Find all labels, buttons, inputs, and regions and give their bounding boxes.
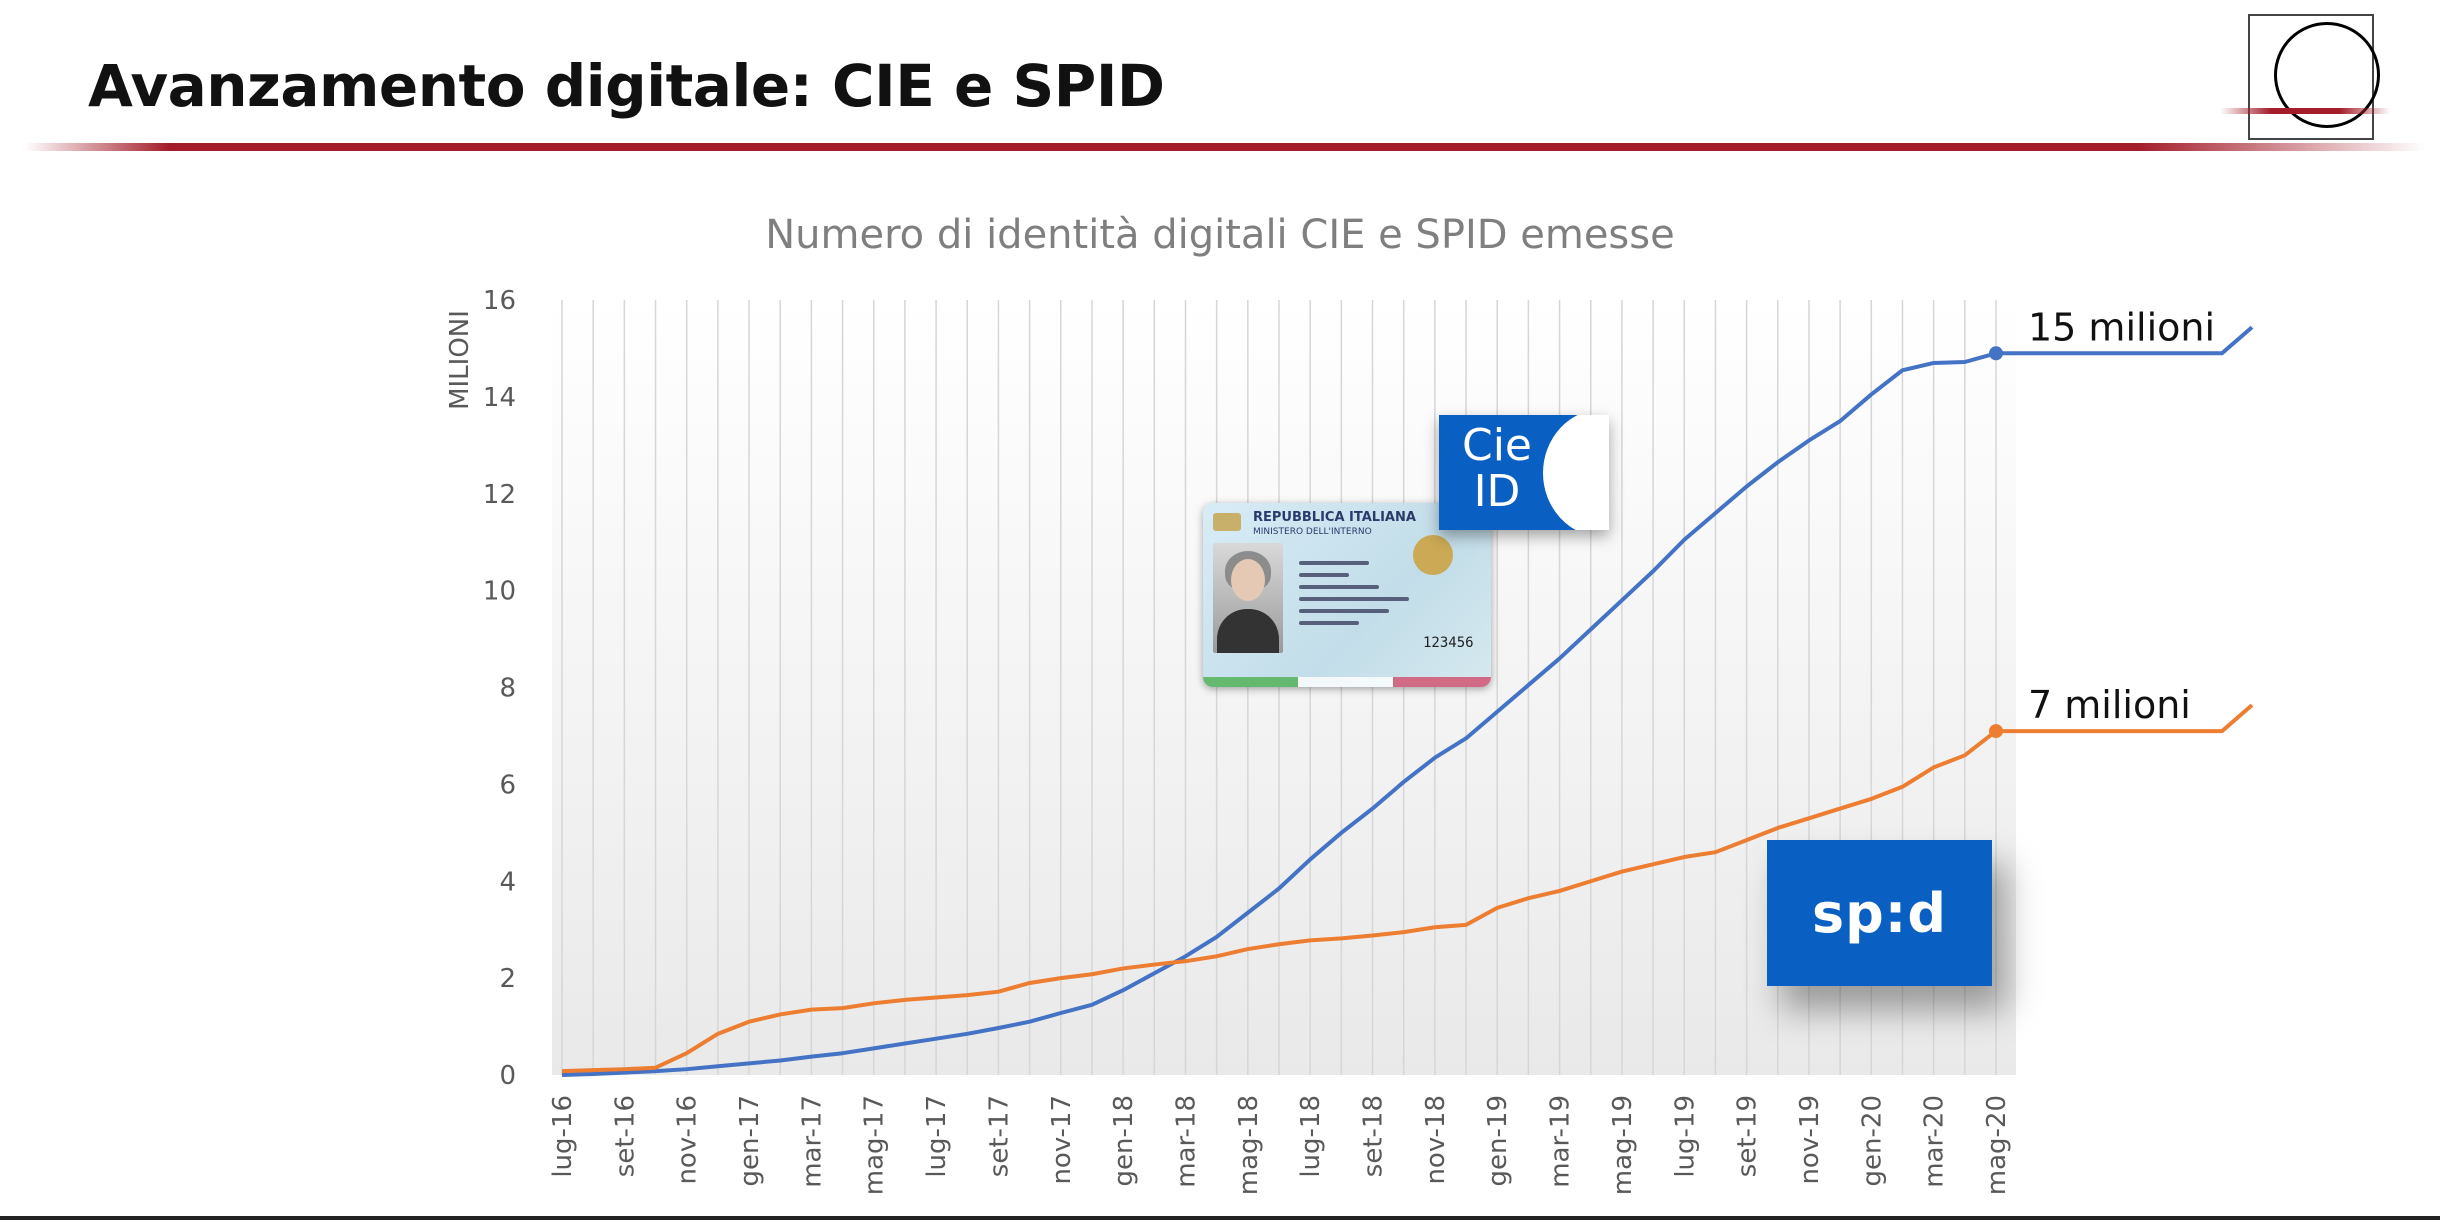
x-tick-label: nov-18	[1421, 1095, 1451, 1185]
card-text-line	[1299, 621, 1359, 625]
x-tick-label: lug-17	[922, 1095, 952, 1178]
y-tick-label: 14	[483, 383, 516, 413]
cie-logo-text: Cie ID	[1459, 423, 1535, 515]
y-tick-label: 4	[499, 867, 516, 897]
company-logo	[2220, 14, 2390, 140]
y-tick-label: 0	[499, 1061, 516, 1091]
series-end-marker	[1989, 724, 2003, 739]
series-end-marker	[1989, 346, 2003, 361]
x-tick-label: gen-18	[1109, 1095, 1139, 1186]
spid-logo: sp:d	[1767, 840, 1992, 986]
profile-silhouette-icon	[1543, 415, 1609, 530]
flag-stripe	[1203, 677, 1491, 687]
x-tick-label: nov-17	[1047, 1095, 1077, 1185]
x-tick-label: mag-17	[860, 1095, 890, 1195]
card-text-line	[1299, 609, 1389, 613]
x-tick-label: lug-16	[548, 1095, 578, 1178]
y-tick-label: 12	[483, 480, 516, 510]
x-tick-label: gen-17	[735, 1095, 765, 1186]
cie-logo-line1: Cie	[1461, 420, 1533, 471]
spid-logo-text: sp:d	[1811, 881, 1948, 945]
x-tick-label: mar-18	[1171, 1095, 1201, 1188]
chart-title: Numero di identità digitali CIE e SPID e…	[765, 212, 1675, 258]
card-text-line	[1299, 585, 1379, 589]
chip-icon	[1213, 513, 1241, 531]
card-number: 123456	[1423, 635, 1474, 651]
x-tick-label: mar-20	[1920, 1095, 1950, 1188]
card-text-line	[1299, 573, 1349, 577]
x-tick-label: mar-17	[797, 1095, 827, 1188]
x-tick-label: set-19	[1733, 1095, 1763, 1177]
title-underline	[25, 143, 2425, 151]
y-axis-label: MILIONI	[445, 310, 475, 410]
x-tick-label: set-18	[1359, 1095, 1389, 1177]
x-tick-label: mag-20	[1982, 1095, 2012, 1195]
x-tick-label: set-16	[610, 1095, 640, 1177]
slide-title: Avanzamento digitale: CIE e SPID	[88, 52, 1165, 120]
portrait-icon	[1213, 543, 1283, 653]
x-tick-label: mar-19	[1546, 1095, 1576, 1188]
x-tick-label: nov-16	[673, 1095, 703, 1185]
series-extension-spid	[1996, 703, 2254, 734]
footer-line	[0, 1216, 2440, 1220]
series-layer: 15 milioni 7 milioni	[561, 305, 2254, 1077]
x-tick-label: lug-19	[1670, 1095, 1700, 1178]
x-axis: lug-16 set-16 nov-16 gen-17 mar-17 mag-17 lug-…	[548, 1095, 2012, 1195]
series-line-spid	[561, 729, 1998, 1074]
series-annotation: 15 milioni	[2028, 305, 2215, 349]
card-subheader: MINISTERO DELL'INTERNO	[1253, 527, 1372, 537]
x-tick-label: mag-19	[1608, 1095, 1638, 1195]
hologram-icon	[1413, 535, 1453, 575]
card-header: REPUBBLICA ITALIANA MINISTERO DELL'INTER…	[1253, 511, 1416, 539]
y-tick-label: 8	[499, 674, 516, 704]
logo-bar-icon	[2220, 108, 2390, 114]
cie-id-logo: Cie ID	[1439, 415, 1609, 530]
y-tick-label: 6	[499, 770, 516, 800]
y-axis: 0 2 4 6 8 10 12 14 16	[483, 286, 516, 1091]
logo-circle-icon	[2274, 22, 2380, 128]
card-text-line	[1299, 597, 1409, 601]
x-tick-label: lug-18	[1296, 1095, 1326, 1178]
x-tick-label: set-17	[984, 1095, 1014, 1177]
id-card-image: REPUBBLICA ITALIANA MINISTERO DELL'INTER…	[1203, 503, 1491, 687]
x-tick-label: mag-18	[1234, 1095, 1264, 1195]
card-text-line	[1299, 561, 1369, 565]
y-tick-label: 2	[499, 964, 516, 994]
x-tick-label: gen-19	[1483, 1095, 1513, 1186]
series-line-cie	[561, 351, 1997, 1077]
series-annotation: 7 milioni	[2028, 683, 2191, 727]
cie-logo-line2: ID	[1473, 466, 1521, 517]
y-tick-label: 10	[483, 577, 516, 607]
card-header-text: REPUBBLICA ITALIANA	[1253, 510, 1416, 525]
series-extension-cie	[1996, 325, 2254, 356]
x-tick-label: nov-19	[1795, 1095, 1825, 1185]
x-tick-label: gen-20	[1857, 1095, 1887, 1186]
vertical-gridlines	[561, 300, 1997, 1075]
y-tick-label: 16	[483, 286, 516, 316]
